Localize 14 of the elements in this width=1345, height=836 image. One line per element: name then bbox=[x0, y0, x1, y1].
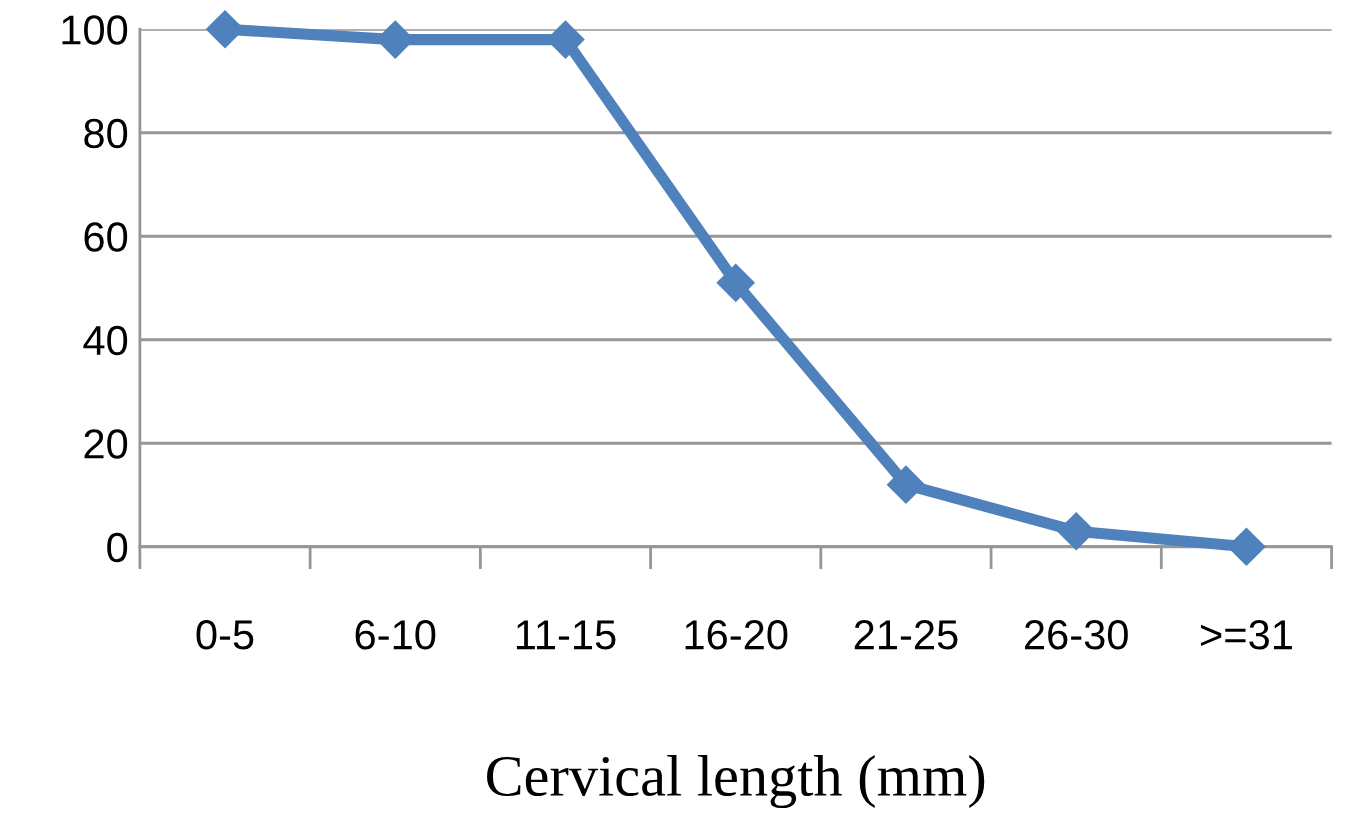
x-axis-title: Cervical length (mm) bbox=[487, 755, 985, 809]
y-tick-label: 80 bbox=[84, 118, 128, 149]
y-tick-label: 0 bbox=[107, 532, 128, 563]
x-tick-label: 21-25 bbox=[854, 620, 958, 650]
y-tick-label: 20 bbox=[84, 429, 128, 459]
y-tick-label: 60 bbox=[84, 222, 128, 252]
x-tick-label: 26-30 bbox=[1025, 620, 1128, 650]
x-tick-label: 11-15 bbox=[516, 620, 616, 650]
x-tick-label: >=31 bbox=[1200, 620, 1292, 650]
x-tick-label: 16-20 bbox=[685, 620, 788, 650]
y-tick-label: 40 bbox=[83, 325, 128, 356]
x-tick-label: 0-5 bbox=[196, 620, 254, 650]
y-tick-label: 100 bbox=[62, 15, 128, 45]
x-tick-label: 6-10 bbox=[355, 620, 436, 650]
